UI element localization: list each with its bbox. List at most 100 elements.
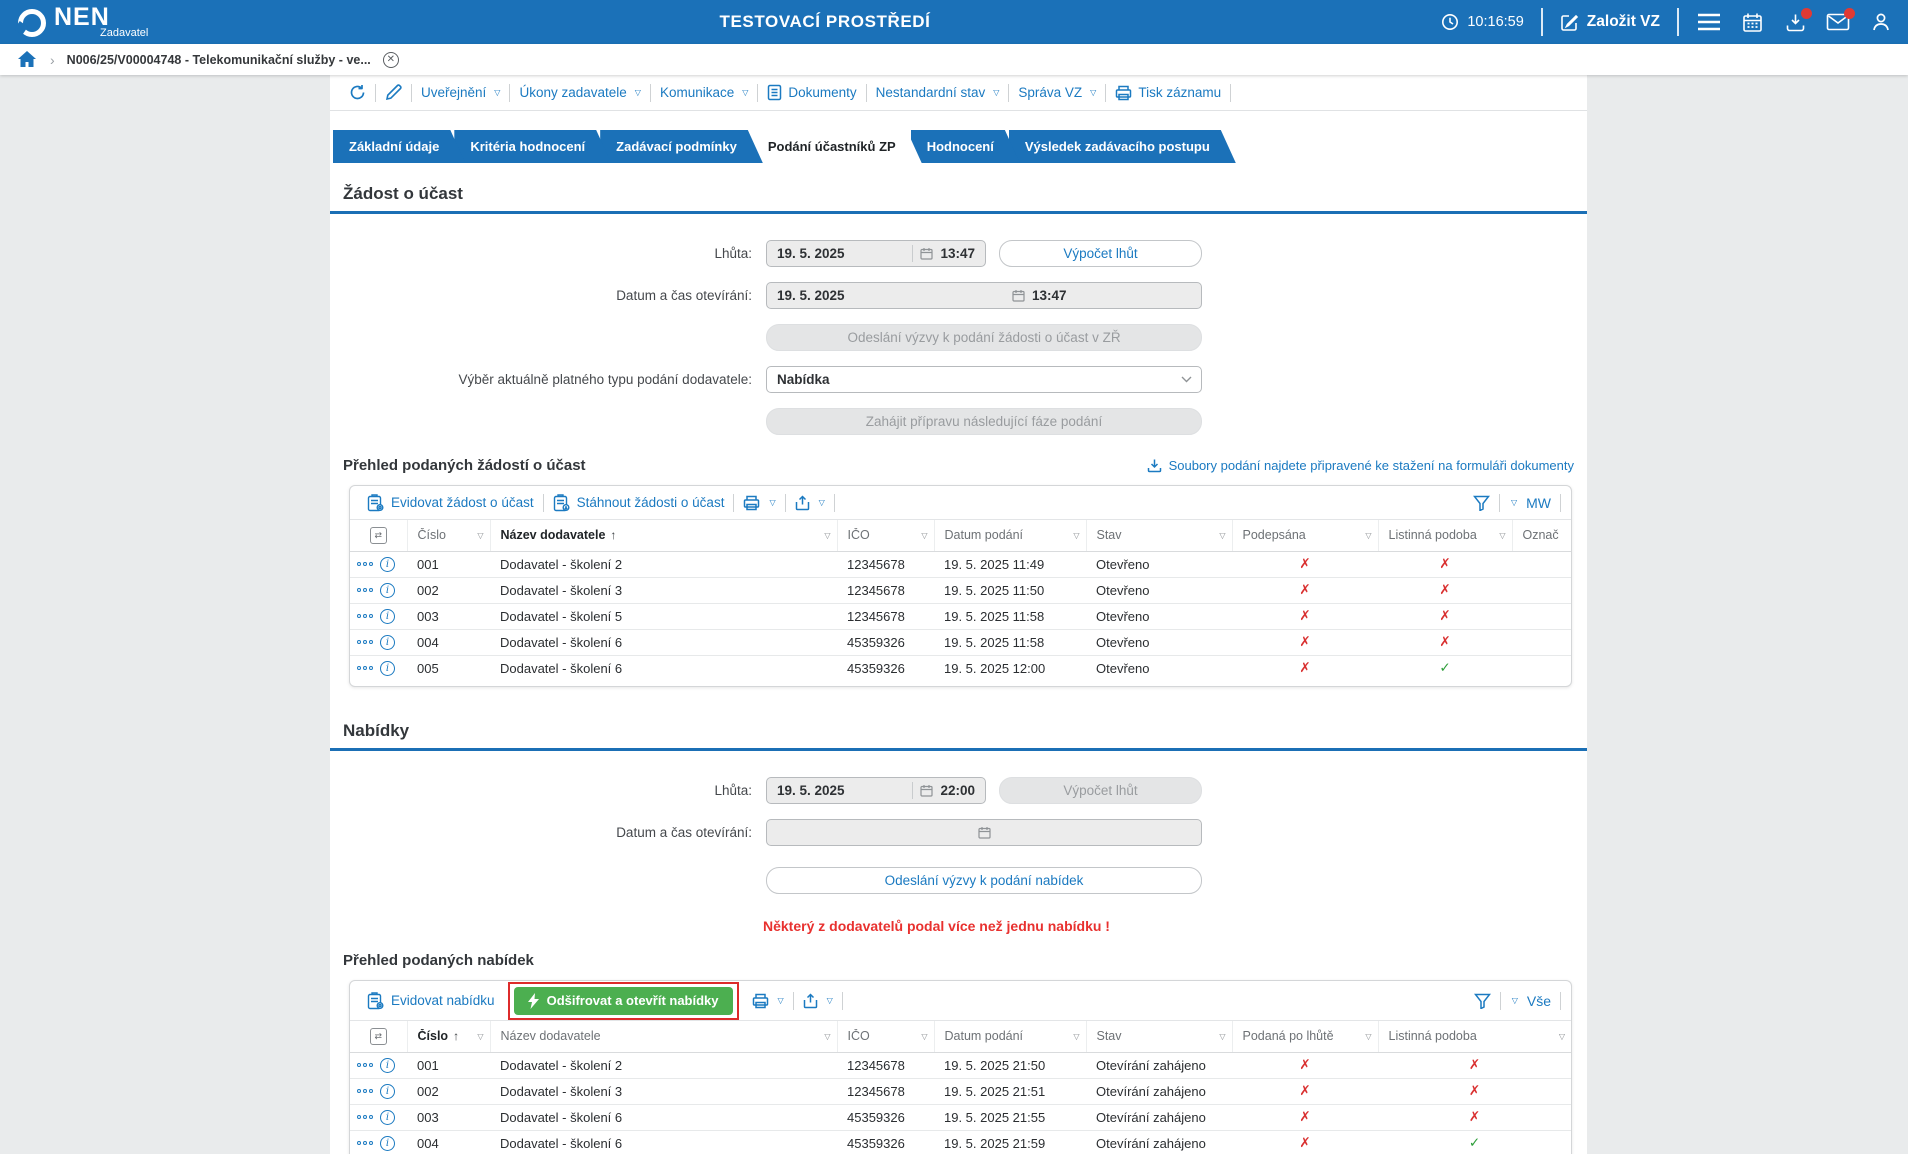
row-info-icon[interactable]: i xyxy=(380,1084,395,1099)
row-menu-icon[interactable] xyxy=(357,1063,373,1067)
row-info-icon[interactable]: i xyxy=(380,635,395,650)
row-menu-icon[interactable] xyxy=(357,666,373,670)
tisk-zaznamu-button[interactable]: Tisk záznamu xyxy=(1106,85,1230,101)
row-info-icon[interactable]: i xyxy=(380,1058,395,1073)
column-header-listinna-podoba[interactable]: Listinná podoba▽ xyxy=(1378,1021,1571,1052)
column-header-stav[interactable]: Stav▽ xyxy=(1086,1021,1232,1052)
column-header-cislo[interactable]: Číslo↑▽ xyxy=(407,1021,490,1052)
downloads-button[interactable] xyxy=(1782,7,1808,37)
column-header-ico[interactable]: IČO▽ xyxy=(837,1021,934,1052)
menu-sprava-vz[interactable]: Správa VZ▽ xyxy=(1009,85,1105,100)
row-info-icon[interactable]: i xyxy=(380,1136,395,1151)
messages-button[interactable] xyxy=(1825,7,1851,37)
tab-podani-ucastniku-zp[interactable]: Podání účastníků ZP xyxy=(752,130,922,163)
row-menu-icon[interactable] xyxy=(357,1089,373,1093)
column-header-oznac[interactable]: Označ xyxy=(1512,520,1571,551)
column-filter-icon[interactable]: ▽ xyxy=(1555,1032,1565,1041)
odeslani-vyzvy-zadost-button[interactable]: Odeslání výzvy k podání žádosti o účast … xyxy=(766,324,1202,351)
column-header-podepsana[interactable]: Podepsána▽ xyxy=(1232,520,1378,551)
export-table-button[interactable]: ▽ xyxy=(786,495,834,511)
row-info-icon[interactable]: i xyxy=(380,1110,395,1125)
row-menu-icon[interactable] xyxy=(357,562,373,566)
odsifrovat-otevrit-nabidky-button[interactable]: Odšifrovat a otevřít nabídky xyxy=(514,987,733,1015)
vypocet-lhut-button[interactable]: Výpočet lhůt xyxy=(999,240,1202,267)
row-info-icon[interactable]: i xyxy=(380,609,395,624)
tab-hodnoceni[interactable]: Hodnocení xyxy=(911,130,1020,163)
column-header-nazev-dodavatele[interactable]: Název dodavatele↑▽ xyxy=(490,520,837,551)
breadcrumb-item[interactable]: N006/25/V00004748 - Telekomunikační služ… xyxy=(67,53,371,67)
nabidky-vypocet-lhut-button[interactable]: Výpočet lhůt xyxy=(999,777,1202,804)
filter-icon[interactable] xyxy=(1473,495,1490,511)
table-row[interactable]: i 002Dodavatel - školení 31234567819. 5.… xyxy=(350,577,1571,603)
evidovat-nabidku-button[interactable]: Evidovat nabídku xyxy=(358,992,504,1010)
evidovat-zadost-button[interactable]: Evidovat žádost o účast xyxy=(358,494,543,512)
column-filter-icon[interactable]: ▽ xyxy=(917,1032,927,1041)
row-info-icon[interactable]: i xyxy=(380,583,395,598)
user-profile-button[interactable] xyxy=(1868,7,1894,37)
row-info-icon[interactable]: i xyxy=(380,557,395,572)
column-header-ico[interactable]: IČO▽ xyxy=(837,520,934,551)
column-filter-icon[interactable]: ▽ xyxy=(917,531,927,540)
chevron-down-icon[interactable]: ▽ xyxy=(1511,498,1517,507)
zalozit-vz-button[interactable]: Založit VZ xyxy=(1560,13,1660,32)
export-table-button[interactable]: ▽ xyxy=(794,993,842,1009)
table-row[interactable]: i 001Dodavatel - školení 21234567819. 5.… xyxy=(350,551,1571,577)
column-header-podana-po-lhute[interactable]: Podaná po lhůtě▽ xyxy=(1232,1021,1378,1052)
soubory-podani-link[interactable]: Soubory podání najdete připravené ke sta… xyxy=(1147,458,1574,473)
row-menu-icon[interactable] xyxy=(357,640,373,644)
typ-podani-select[interactable]: Nabídka xyxy=(766,366,1202,393)
menu-nestandardni-stav[interactable]: Nestandardní stav▽ xyxy=(867,85,1009,100)
column-settings-header[interactable]: ⇄ xyxy=(350,520,407,551)
print-table-button[interactable]: ▽ xyxy=(734,495,784,511)
column-filter-icon[interactable]: ▽ xyxy=(820,531,830,540)
refresh-button[interactable] xyxy=(340,84,375,101)
column-header-stav[interactable]: Stav▽ xyxy=(1086,520,1232,551)
row-menu-icon[interactable] xyxy=(357,614,373,618)
column-filter-icon[interactable]: ▽ xyxy=(1069,531,1079,540)
column-header-cislo[interactable]: Číslo▽ xyxy=(407,520,490,551)
tab-kriteria-hodnoceni[interactable]: Kritéria hodnocení xyxy=(454,130,611,163)
lhuta-datetime-input[interactable]: 19. 5. 2025 13:47 xyxy=(766,240,986,267)
column-filter-icon[interactable]: ▽ xyxy=(1361,531,1371,540)
column-filter-icon[interactable]: ▽ xyxy=(473,531,483,540)
column-filter-icon[interactable]: ▽ xyxy=(1495,531,1505,540)
column-filter-icon[interactable]: ▽ xyxy=(1215,1032,1225,1041)
main-menu-button[interactable] xyxy=(1696,7,1722,37)
calendar-button[interactable] xyxy=(1739,7,1765,37)
table-row[interactable]: i 003Dodavatel - školení 51234567819. 5.… xyxy=(350,603,1571,629)
tab-zadavaci-podminky[interactable]: Zadávací podmínky xyxy=(600,130,763,163)
column-filter-icon[interactable]: ▽ xyxy=(1215,531,1225,540)
menu-komunikace[interactable]: Komunikace▽ xyxy=(651,85,757,100)
zahajit-fazi-button[interactable]: Zahájit přípravu následující fáze podání xyxy=(766,408,1202,435)
nen-logo[interactable]: NEN Zadavatel xyxy=(18,5,148,39)
row-menu-icon[interactable] xyxy=(357,588,373,592)
table-row[interactable]: i 003Dodavatel - školení 64535932619. 5.… xyxy=(350,1104,1571,1130)
print-table-button[interactable]: ▽ xyxy=(743,993,793,1009)
column-header-listinna-podoba[interactable]: Listinná podoba▽ xyxy=(1378,520,1512,551)
tab-zakladni-udaje[interactable]: Základní údaje xyxy=(333,130,465,163)
edit-record-button[interactable] xyxy=(376,84,411,101)
stahnout-zadosti-button[interactable]: Stáhnout žádosti o účast xyxy=(544,494,734,512)
table-row[interactable]: i 004Dodavatel - školení 64535932619. 5.… xyxy=(350,1130,1571,1154)
column-header-datum-podani[interactable]: Datum podání▽ xyxy=(934,1021,1086,1052)
nabidky-otevirani-datetime-input[interactable] xyxy=(766,819,1202,846)
menu-dokumenty[interactable]: Dokumenty xyxy=(758,84,865,101)
nabidky-lhuta-datetime-input[interactable]: 19. 5. 2025 22:00 xyxy=(766,777,986,804)
filter-icon[interactable] xyxy=(1474,993,1491,1009)
breadcrumb-close-icon[interactable]: ✕ xyxy=(383,52,399,68)
row-info-icon[interactable]: i xyxy=(380,661,395,676)
table-row[interactable]: i 002Dodavatel - školení 31234567819. 5.… xyxy=(350,1078,1571,1104)
menu-ukony-zadavatele[interactable]: Úkony zadavatele▽ xyxy=(510,85,649,100)
otevirani-datetime-input[interactable]: 19. 5. 2025 13:47 xyxy=(766,282,1202,309)
row-menu-icon[interactable] xyxy=(357,1141,373,1145)
column-filter-icon[interactable]: ▽ xyxy=(820,1032,830,1041)
table-row[interactable]: i 004Dodavatel - školení 64535932619. 5.… xyxy=(350,629,1571,655)
row-menu-icon[interactable] xyxy=(357,1115,373,1119)
tab-vysledek-zadavaciho-postupu[interactable]: Výsledek zadávacího postupu xyxy=(1009,130,1236,163)
filter-view-label[interactable]: MW xyxy=(1526,495,1551,511)
filter-view-label[interactable]: Vše xyxy=(1527,993,1551,1009)
column-header-datum-podani[interactable]: Datum podání▽ xyxy=(934,520,1086,551)
column-header-nazev-dodavatele[interactable]: Název dodavatele▽ xyxy=(490,1021,837,1052)
column-filter-icon[interactable]: ▽ xyxy=(473,1032,483,1041)
column-settings-header[interactable]: ⇄ xyxy=(350,1021,407,1052)
